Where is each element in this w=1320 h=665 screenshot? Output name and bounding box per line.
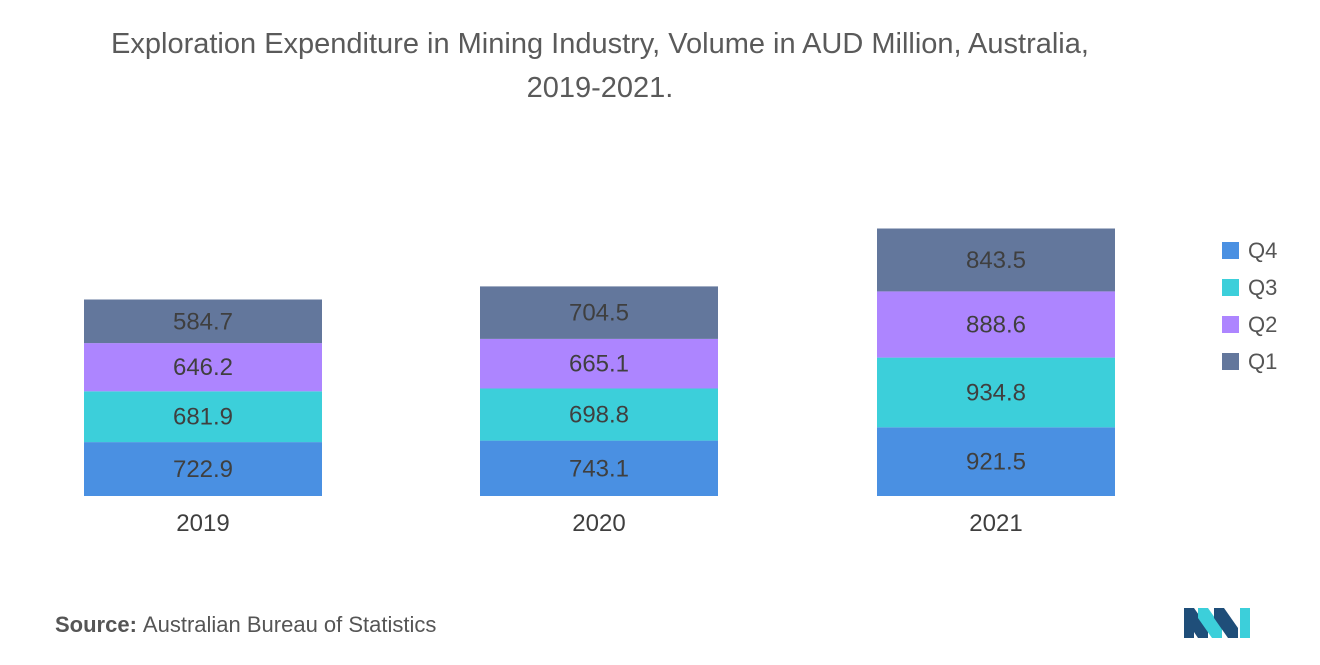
legend-item-q2: Q2	[1222, 306, 1277, 343]
bar-segment-2019-q3	[84, 391, 322, 443]
bar-segment-2021-q1	[877, 228, 1115, 292]
mordor-intelligence-logo-icon	[1184, 608, 1250, 638]
bar-segment-2020-q3	[480, 388, 718, 441]
chart-title-line-1: Exploration Expenditure in Mining Indust…	[111, 28, 1089, 60]
bar-segment-2021-q2	[877, 291, 1115, 358]
legend-label-q4: Q4	[1248, 237, 1278, 263]
chart-title-line-2: 2019-2021.	[526, 72, 674, 104]
data-label-2020-q3: 698.8	[569, 402, 629, 429]
bar-segment-2019-q2	[84, 343, 322, 392]
chart-legend: Q4 Q3 Q2 Q1	[1222, 232, 1277, 380]
data-label-2021-q3: 934.8	[966, 380, 1026, 407]
bar-segment-2021-q4	[877, 427, 1115, 496]
chart-title: Exploration Expenditure in Mining Indust…	[0, 22, 1200, 110]
legend-swatch-q4	[1222, 242, 1239, 259]
legend-item-q1: Q1	[1222, 343, 1277, 380]
data-label-2020-q1: 704.5	[569, 300, 629, 327]
data-label-2021-q1: 843.5	[966, 247, 1026, 274]
legend-swatch-q3	[1222, 279, 1239, 296]
data-label-2020-q4: 743.1	[569, 455, 629, 482]
x-tick-label-2019: 2019	[176, 510, 229, 537]
bar-segment-2019-q1	[84, 299, 322, 344]
bar-segment-2020-q2	[480, 338, 718, 389]
legend-swatch-q1	[1222, 353, 1239, 370]
data-label-2019-q3: 681.9	[173, 404, 233, 431]
bar-segment-2020-q4	[480, 440, 718, 496]
source-label: Source:	[55, 612, 137, 637]
legend-label-q1: Q1	[1248, 348, 1278, 374]
data-label-2019-q1: 584.7	[173, 308, 233, 335]
bar-segment-2020-q1	[480, 286, 718, 339]
data-label-2020-q2: 665.1	[569, 351, 629, 378]
legend-item-q4: Q4	[1222, 232, 1277, 269]
source-note: Source: Australian Bureau of Statistics	[55, 612, 436, 638]
data-label-2021-q4: 921.5	[966, 449, 1026, 476]
bar-segment-2021-q3	[877, 357, 1115, 428]
data-label-2021-q2: 888.6	[966, 312, 1026, 339]
legend-label-q2: Q2	[1248, 311, 1278, 337]
data-label-2019-q4: 722.9	[173, 456, 233, 483]
legend-swatch-q2	[1222, 316, 1239, 333]
x-tick-label-2021: 2021	[969, 510, 1022, 537]
bar-segment-2019-q4	[84, 442, 322, 496]
x-tick-label-2020: 2020	[572, 510, 625, 537]
source-text: Australian Bureau of Statistics	[142, 612, 437, 637]
legend-label-q3: Q3	[1248, 274, 1278, 300]
data-label-2019-q2: 646.2	[173, 354, 233, 381]
legend-item-q3: Q3	[1222, 269, 1277, 306]
